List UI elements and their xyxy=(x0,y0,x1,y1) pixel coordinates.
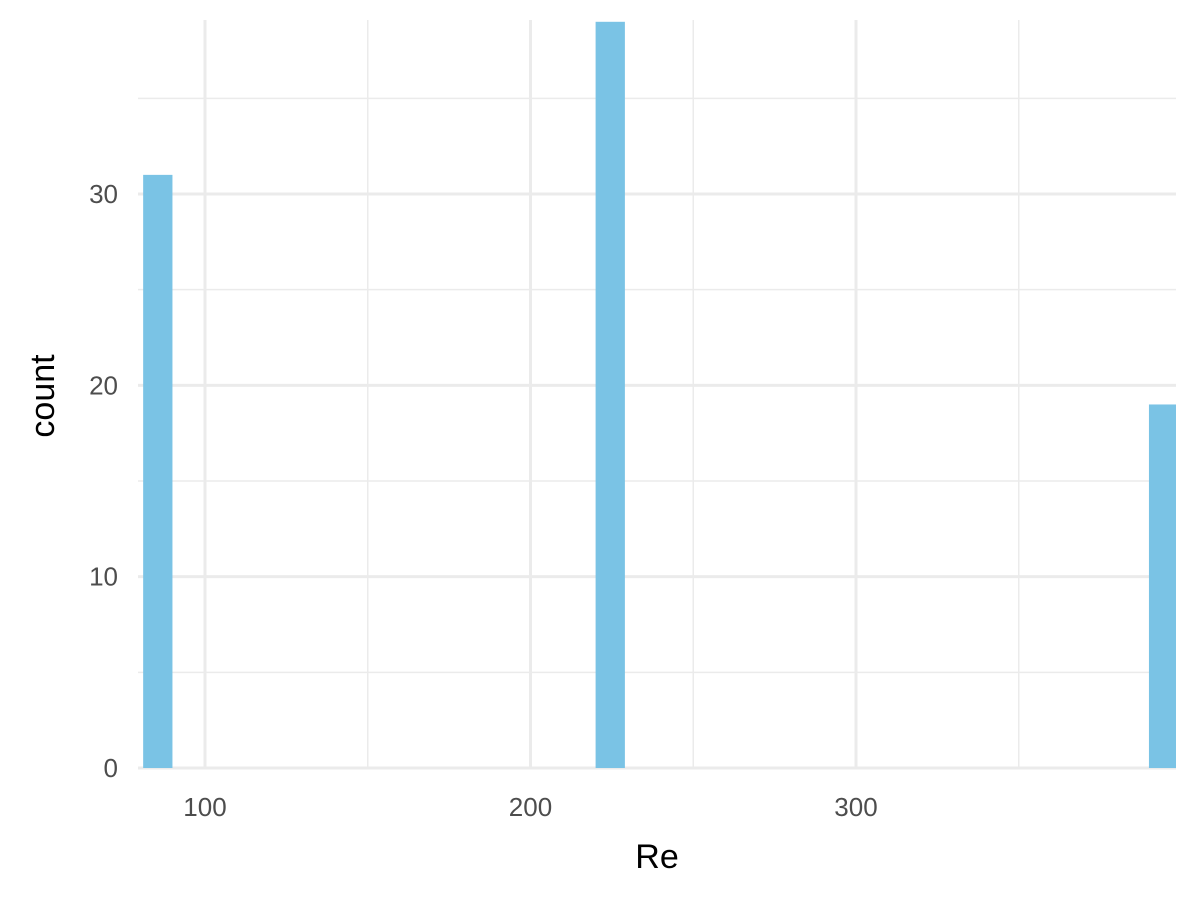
histogram-bar-1 xyxy=(143,174,173,768)
y-tick-label: 20 xyxy=(89,370,118,400)
y-tick-label: 10 xyxy=(89,562,118,592)
histogram-bar-3 xyxy=(1148,404,1176,768)
y-axis-title: count xyxy=(24,354,62,438)
x-axis-title: Re xyxy=(635,838,678,876)
y-tick-label: 30 xyxy=(89,179,118,209)
histogram-bar-2 xyxy=(595,21,625,768)
y-tick-label: 0 xyxy=(104,753,118,783)
grid-layer xyxy=(138,20,1176,770)
tick-label-layer: 100 200 300 0 10 20 30 xyxy=(89,179,878,822)
x-tick-label: 100 xyxy=(183,792,226,822)
x-tick-label: 200 xyxy=(509,792,552,822)
x-tick-label: 300 xyxy=(834,792,877,822)
bar-layer xyxy=(143,21,1176,768)
